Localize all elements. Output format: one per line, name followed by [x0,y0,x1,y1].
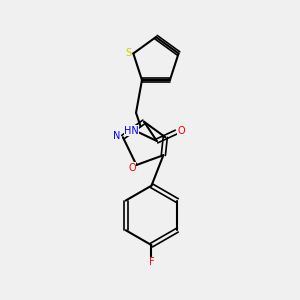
Text: O: O [128,163,136,173]
Text: HN: HN [124,126,139,136]
Text: F: F [149,257,154,267]
Text: S: S [126,49,132,58]
Text: O: O [178,127,185,136]
Text: N: N [113,131,121,141]
